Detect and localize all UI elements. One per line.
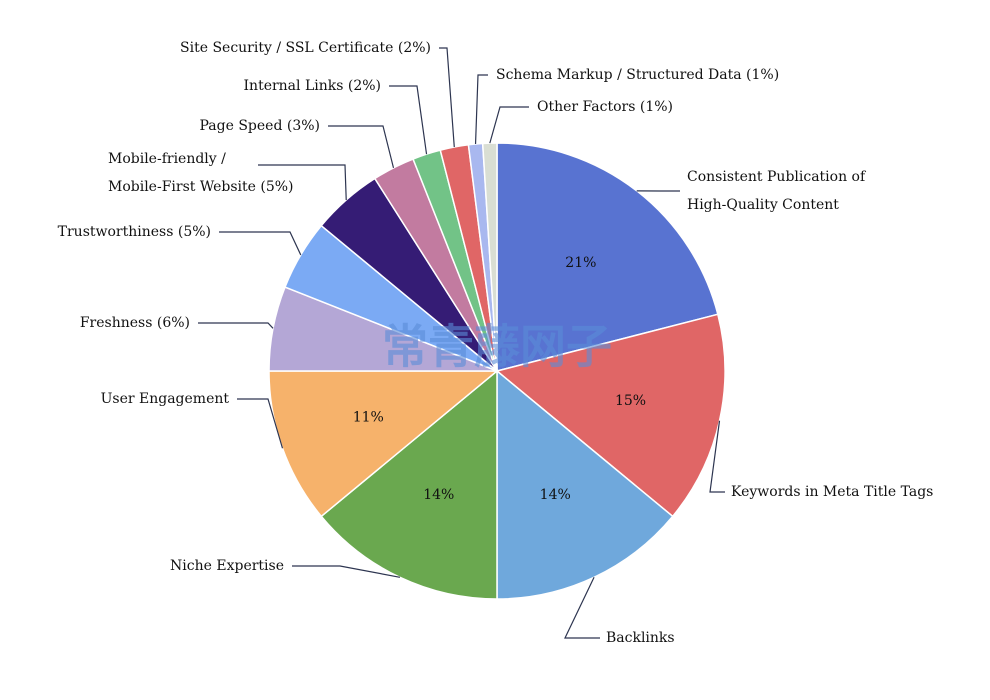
category-label: Keywords in Meta Title Tags [731,484,933,500]
category-label: Backlinks [606,630,675,646]
leader-line [564,577,600,639]
pie-slice [320,369,498,600]
pie [268,142,726,600]
value-label: 11% [353,409,384,425]
category-label: Schema Markup / Structured Data (1%) [496,67,779,83]
leader-line [328,125,395,168]
leader-line [292,565,401,578]
leader-line [258,164,347,200]
category-label: Trustworthiness (5%) [58,224,211,240]
value-label: 21% [565,255,596,271]
leader-line [219,231,302,256]
category-label: Consistent Publication of High-Quality Co… [687,169,867,213]
category-label: Mobile-friendly / Mobile-First Website (5… [108,151,294,195]
labels: 21% Consistent Publication of High-Quality… [58,40,934,646]
category-label: User Engagement [101,391,230,407]
category-label: Niche Expertise [170,558,284,574]
watermark: 常青藤网子 [382,320,612,374]
value-label: 14% [540,487,571,503]
leader-line [709,420,725,493]
leader-line [237,398,284,449]
value-label: 14% [423,487,454,503]
leader-line [389,85,428,155]
category-label: Internal Links (2%) [244,78,381,94]
leader-line [198,322,274,329]
leader-line [474,74,488,145]
category-label: Freshness (6%) [80,315,190,331]
pie-slice [481,142,498,372]
category-label: Page Speed (3%) [199,118,320,134]
leader-line [439,47,455,148]
leader-line [489,106,529,144]
value-label: 15% [615,393,646,409]
category-label: Other Factors (1%) [537,99,673,115]
category-label: Site Security / SSL Certificate (2%) [180,40,431,56]
